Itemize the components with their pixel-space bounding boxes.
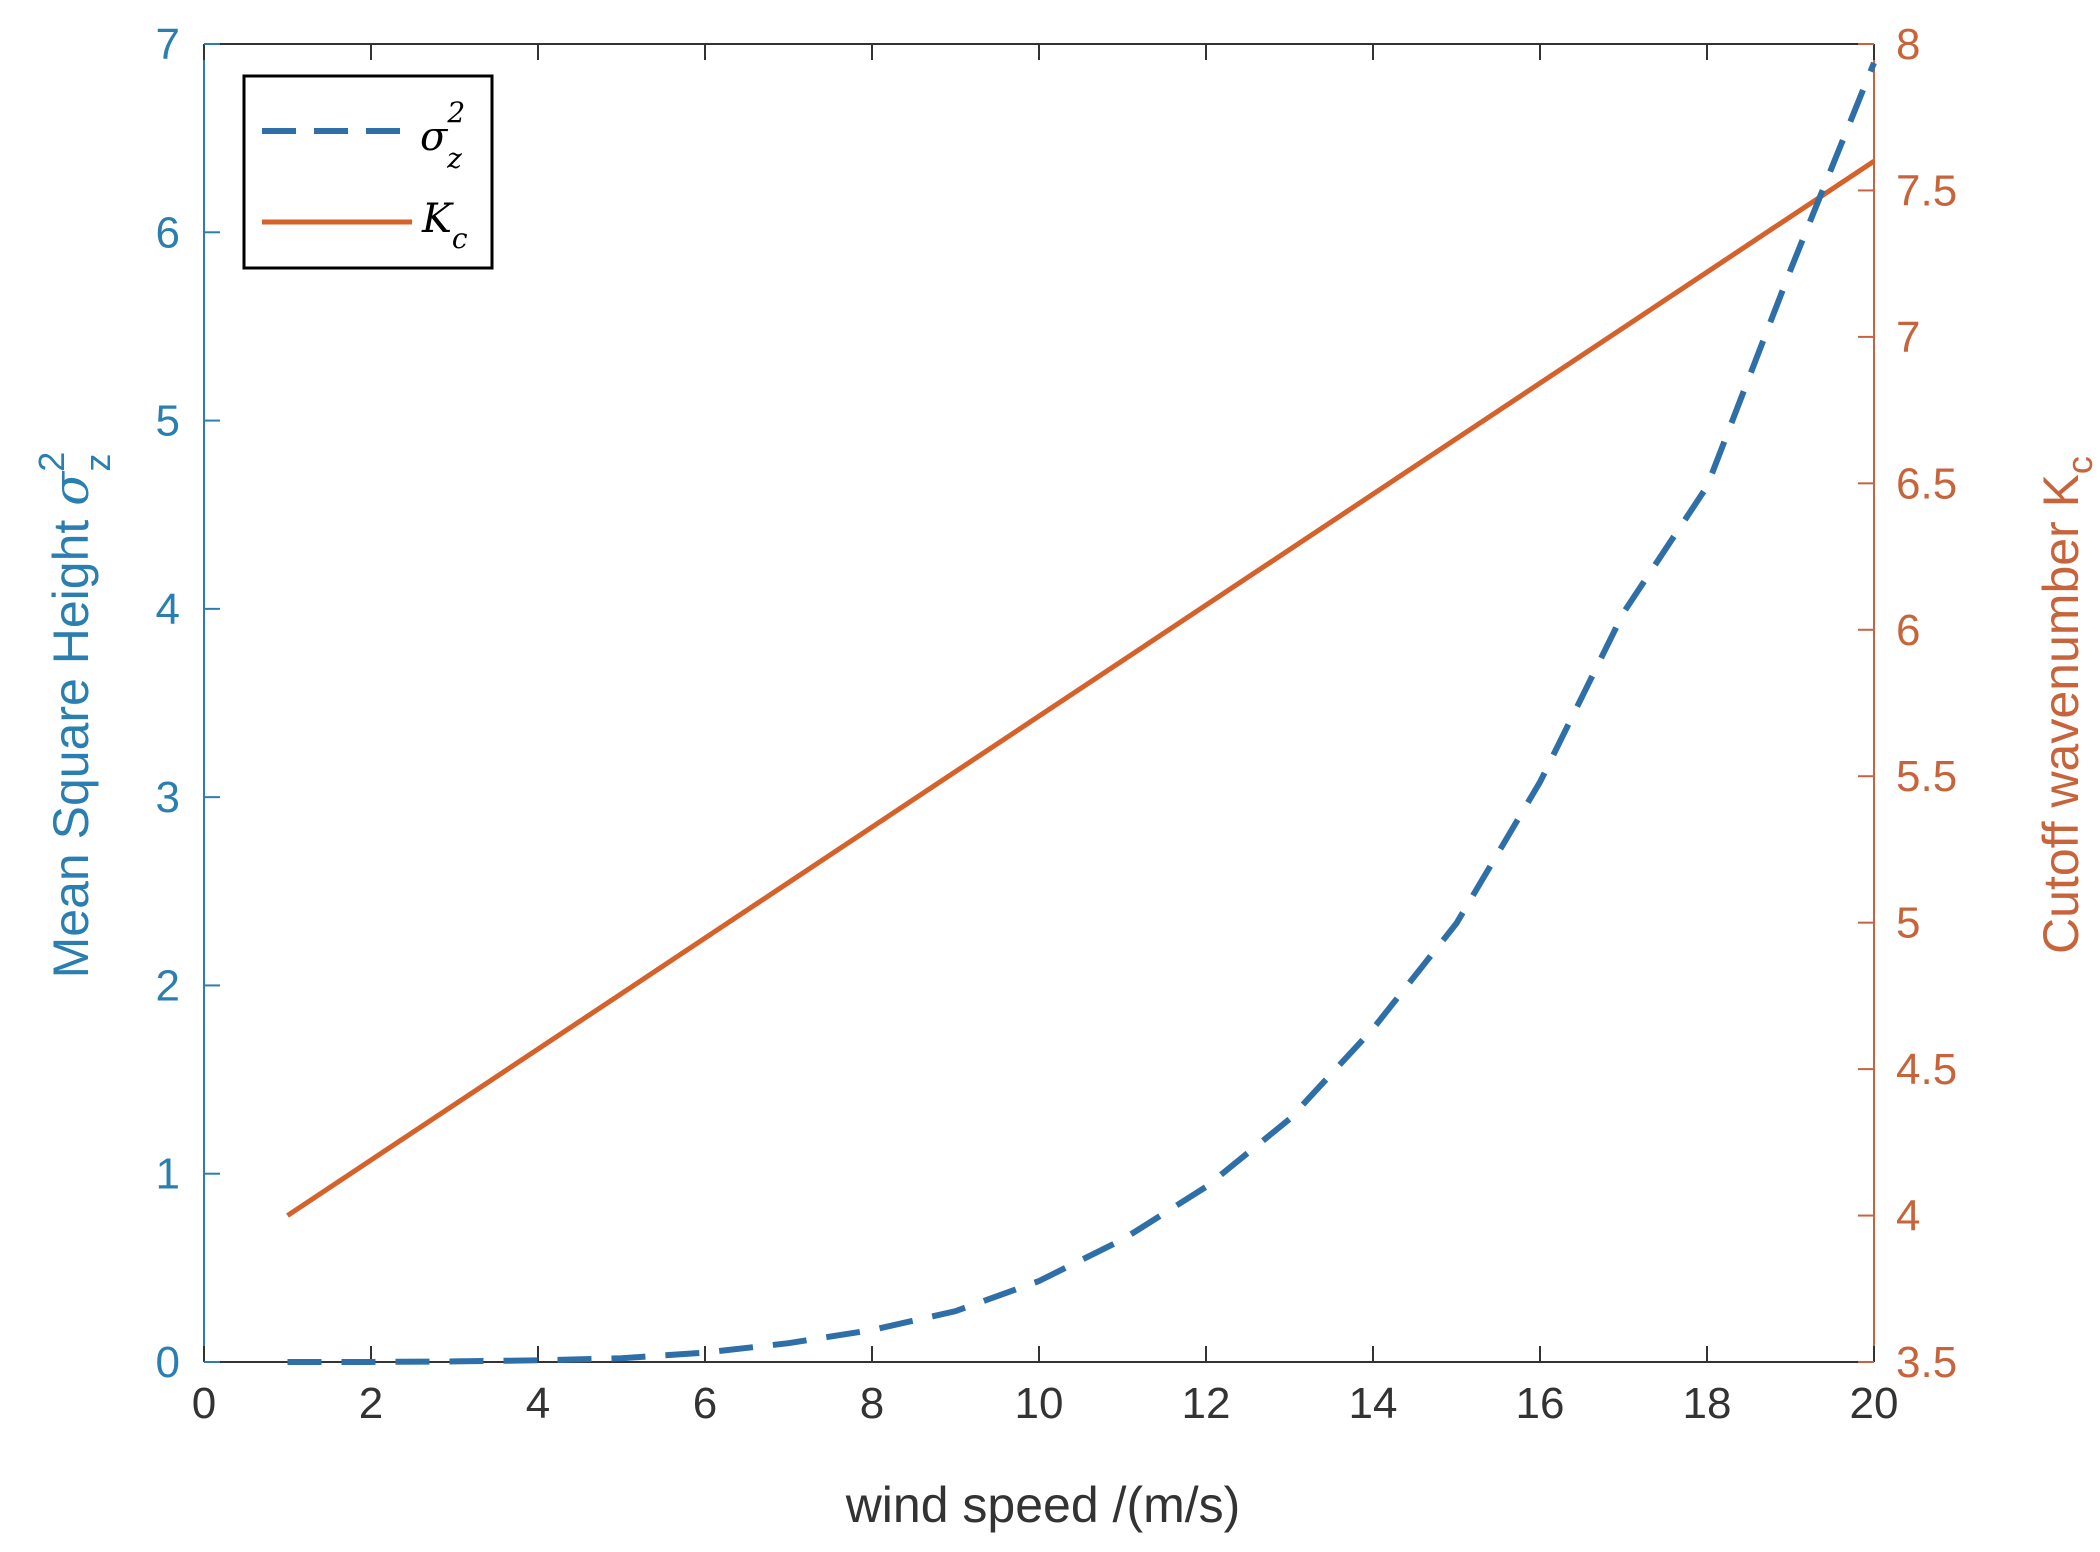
kc-series-line: [286, 159, 1876, 1218]
right-y-axis-title: Cutoff wavenumber Kc: [2033, 456, 2100, 954]
left-y-axis-title-symbol: σ: [42, 470, 100, 506]
x-tick-label: 2: [359, 1379, 383, 1428]
legend-sigma-symbol: σ: [420, 114, 449, 160]
x-tick-label: 18: [1683, 1379, 1732, 1428]
x-tick-label: 20: [1850, 1379, 1899, 1428]
left-y-axis-title-text: Mean Square Height: [43, 506, 99, 979]
left-y-tick-label: 0: [156, 1338, 180, 1387]
x-tick-label: 14: [1349, 1379, 1398, 1428]
x-tick-label: 6: [693, 1379, 717, 1428]
right-y-tick-label: 6.5: [1896, 459, 1957, 508]
legend-sigma-label: σ2 z: [420, 96, 465, 175]
left-y-tick-label: 7: [156, 20, 180, 69]
right-y-tick-label: 3.5: [1896, 1338, 1957, 1387]
x-axis-title: wind speed /(m/s): [845, 1477, 1241, 1533]
left-y-tick-label: 6: [156, 208, 180, 257]
legend-sigma-subscript: z: [446, 142, 462, 175]
left-y-tick-label: 4: [156, 585, 180, 634]
right-y-axis-ticks: 3.5 4 4.5 5 5.5 6 6.5 7 7.5 8: [1858, 20, 1957, 1387]
legend: σ2 z Kc: [242, 74, 494, 270]
left-y-axis-title-subscript: z: [77, 454, 118, 472]
legend-sigma-superscript: 2: [446, 96, 465, 129]
right-y-tick-label: 7.5: [1896, 166, 1957, 215]
legend-kc-symbol: K: [421, 196, 454, 242]
right-y-axis-title-text: Cutoff wavenumber K: [2033, 474, 2089, 954]
x-tick-label: 12: [1182, 1379, 1231, 1428]
right-y-axis-title-subscript: c: [2059, 456, 2100, 474]
x-tick-label: 10: [1015, 1379, 1064, 1428]
left-y-axis-title-superscript: 2: [31, 452, 72, 472]
left-y-axis-ticks: 0 1 2 3 4 5 6 7: [156, 20, 220, 1387]
right-y-tick-label: 4.5: [1896, 1045, 1957, 1094]
left-y-tick-label: 1: [156, 1150, 180, 1199]
sigma-squared-series-line: [287, 61, 1877, 1365]
left-y-tick-label: 5: [156, 397, 180, 446]
right-y-tick-label: 5: [1896, 899, 1920, 948]
x-tick-label: 0: [192, 1379, 216, 1428]
right-y-tick-label: 5.5: [1896, 752, 1957, 801]
right-y-tick-label: 7: [1896, 313, 1920, 362]
legend-kc-label: Kc: [421, 196, 468, 255]
right-y-tick-label: 4: [1896, 1192, 1920, 1241]
x-axis-ticks: 0 2 4 6 8 10 12 14 16 18 20: [192, 44, 1899, 1428]
legend-kc-subscript: c: [452, 222, 468, 255]
left-y-tick-label: 2: [156, 961, 180, 1010]
legend-box: [242, 74, 494, 270]
right-y-tick-label: 6: [1896, 606, 1920, 655]
left-y-tick-label: 3: [156, 773, 180, 822]
x-tick-label: 8: [860, 1379, 884, 1428]
left-y-axis-title: Mean Square Height σ2 z: [31, 452, 118, 979]
right-y-tick-label: 8: [1896, 20, 1920, 69]
x-tick-label: 4: [526, 1379, 550, 1428]
x-tick-label: 16: [1516, 1379, 1565, 1428]
